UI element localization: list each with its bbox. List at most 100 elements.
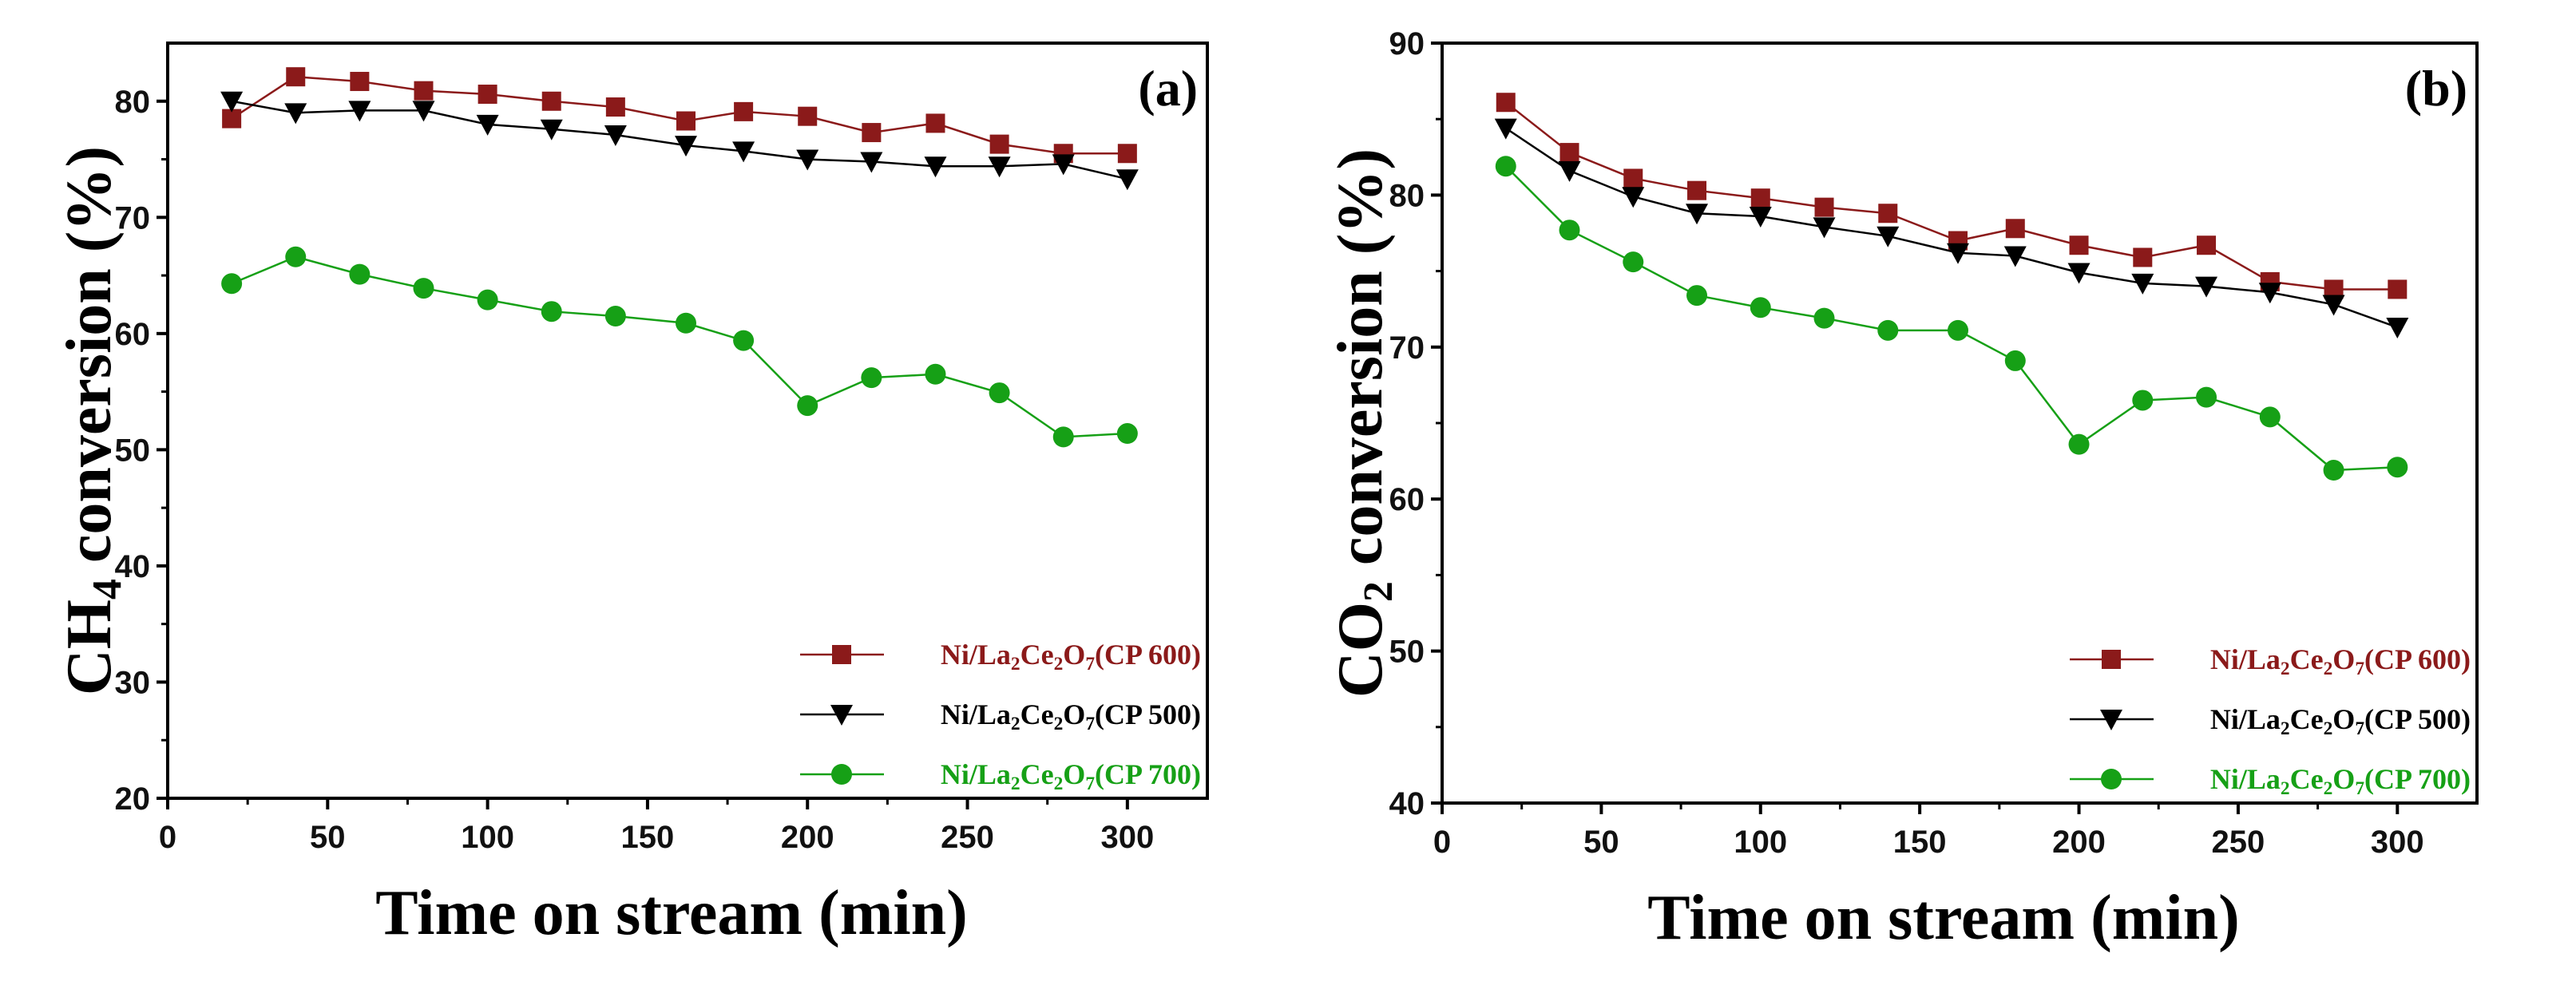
data-point bbox=[1052, 154, 1075, 176]
text-part: Ni/La bbox=[941, 639, 1011, 671]
legend-label: Ni/La2Ce2O7(CP 700) bbox=[2210, 763, 2471, 799]
y-axis-title: CO2 conversion (%) bbox=[1326, 148, 1401, 698]
text-part: CO bbox=[1326, 602, 1396, 698]
data-point bbox=[989, 134, 1009, 154]
data-point bbox=[2195, 276, 2218, 298]
subscript: 2 bbox=[2324, 778, 2333, 799]
x-axis-title: Time on stream (min) bbox=[375, 878, 967, 948]
subscript: 4 bbox=[85, 579, 130, 599]
data-point bbox=[285, 246, 307, 267]
data-point bbox=[350, 72, 370, 92]
data-point bbox=[2005, 219, 2025, 239]
chart-a: 0 50 100 150 200 250 300 20 30 40 50 60 70 80 Time on … bbox=[54, 42, 1209, 948]
text-part: (CP 600) bbox=[2364, 643, 2471, 675]
subscript: 2 bbox=[1054, 774, 1064, 794]
subscript: 2 bbox=[1054, 714, 1064, 734]
legend-label: Ni/La2Ce2O7(CP 500) bbox=[2210, 703, 2471, 739]
data-point bbox=[1496, 93, 1516, 113]
data-point bbox=[1749, 207, 1772, 228]
data-point bbox=[676, 111, 696, 131]
x-tick-label: 150 bbox=[1893, 825, 1947, 860]
x-tick-label: 0 bbox=[159, 820, 176, 855]
data-point bbox=[2133, 247, 2153, 267]
data-point bbox=[414, 81, 434, 101]
data-point bbox=[1687, 180, 1707, 200]
x-tick-label: 50 bbox=[310, 820, 346, 855]
data-point bbox=[604, 306, 626, 327]
text-part: Ni/La bbox=[2210, 703, 2281, 735]
data-point bbox=[540, 119, 563, 140]
subscript: 2 bbox=[1011, 774, 1020, 794]
subscript: 2 bbox=[2281, 659, 2290, 679]
data-point bbox=[1686, 285, 1708, 307]
legend-label: Ni/La2Ce2O7(CP 700) bbox=[941, 758, 1201, 794]
data-point bbox=[2322, 295, 2345, 316]
series-line bbox=[1505, 127, 2398, 329]
subscript: 7 bbox=[1085, 714, 1095, 734]
panel-label: (b) bbox=[2405, 60, 2467, 117]
y-tick-label: 50 bbox=[115, 433, 151, 468]
data-point bbox=[2068, 433, 2090, 455]
data-point bbox=[2004, 350, 2026, 371]
subscript: 2 bbox=[2324, 659, 2333, 679]
data-point bbox=[1559, 143, 1579, 163]
data-point bbox=[2323, 460, 2344, 481]
y-tick-label: 90 bbox=[1389, 26, 1425, 61]
data-point bbox=[604, 125, 627, 146]
x-tick-label: 250 bbox=[2212, 825, 2265, 860]
legend-marker bbox=[830, 705, 853, 726]
data-point bbox=[413, 278, 434, 299]
data-point bbox=[1686, 204, 1709, 225]
legend-marker bbox=[831, 764, 852, 785]
text-part: Ce bbox=[2290, 643, 2324, 675]
data-point bbox=[541, 301, 562, 322]
data-point bbox=[412, 101, 435, 122]
data-point bbox=[2197, 235, 2217, 255]
data-point bbox=[1877, 226, 1900, 247]
text-part: Ni/La bbox=[2210, 763, 2281, 795]
data-point bbox=[1877, 319, 1899, 341]
subscript: 7 bbox=[1085, 774, 1095, 794]
x-tick-label: 100 bbox=[461, 820, 514, 855]
text-part: (CP 700) bbox=[1095, 758, 1201, 790]
x-tick-label: 300 bbox=[2371, 825, 2424, 860]
data-point bbox=[1948, 319, 1969, 341]
legend: Ni/La2Ce2O7(CP 600)Ni/La2Ce2O7(CP 500)Ni… bbox=[2070, 643, 2471, 799]
data-point bbox=[2003, 246, 2027, 267]
data-point bbox=[674, 136, 697, 157]
data-point bbox=[2258, 283, 2281, 304]
series-circle bbox=[1495, 156, 2408, 481]
text-part: (CP 700) bbox=[2364, 763, 2471, 795]
text-part: Ni/La bbox=[941, 758, 1011, 790]
text-part: Ce bbox=[2290, 703, 2324, 735]
series-triangle-down bbox=[1494, 118, 2409, 339]
y-tick-label: 40 bbox=[115, 549, 151, 584]
data-point bbox=[1623, 251, 1644, 273]
legend-label: Ni/La2Ce2O7(CP 600) bbox=[941, 639, 1201, 675]
data-point bbox=[221, 273, 243, 295]
y-tick-label: 60 bbox=[1389, 482, 1425, 517]
text-part: O bbox=[1063, 639, 1085, 671]
data-point bbox=[733, 330, 755, 351]
text-part: O bbox=[2332, 703, 2355, 735]
data-point bbox=[1558, 160, 1581, 182]
y-tick-label: 50 bbox=[1389, 635, 1425, 670]
data-point bbox=[348, 101, 371, 122]
subscript: 2 bbox=[1011, 654, 1020, 675]
y-tick-label: 80 bbox=[115, 85, 151, 120]
text-part: Ni/La bbox=[2210, 643, 2281, 675]
data-point bbox=[605, 97, 625, 117]
x-axis-title: Time on stream (min) bbox=[1647, 883, 2239, 953]
data-point bbox=[1814, 197, 1834, 217]
chart-b: 0 50 100 150 200 250 300 40 50 60 70 80 90 Time on st… bbox=[1326, 26, 2479, 953]
subscript: 2 bbox=[1054, 654, 1064, 675]
data-point bbox=[925, 363, 946, 385]
data-point bbox=[1947, 243, 1970, 264]
data-point bbox=[286, 67, 306, 87]
x-tick-label: 50 bbox=[1583, 825, 1619, 860]
data-point bbox=[1494, 118, 1517, 140]
data-point bbox=[1813, 217, 1836, 239]
data-point bbox=[476, 114, 499, 136]
series-triangle-down bbox=[220, 91, 1139, 191]
plot-frame bbox=[166, 42, 1209, 800]
